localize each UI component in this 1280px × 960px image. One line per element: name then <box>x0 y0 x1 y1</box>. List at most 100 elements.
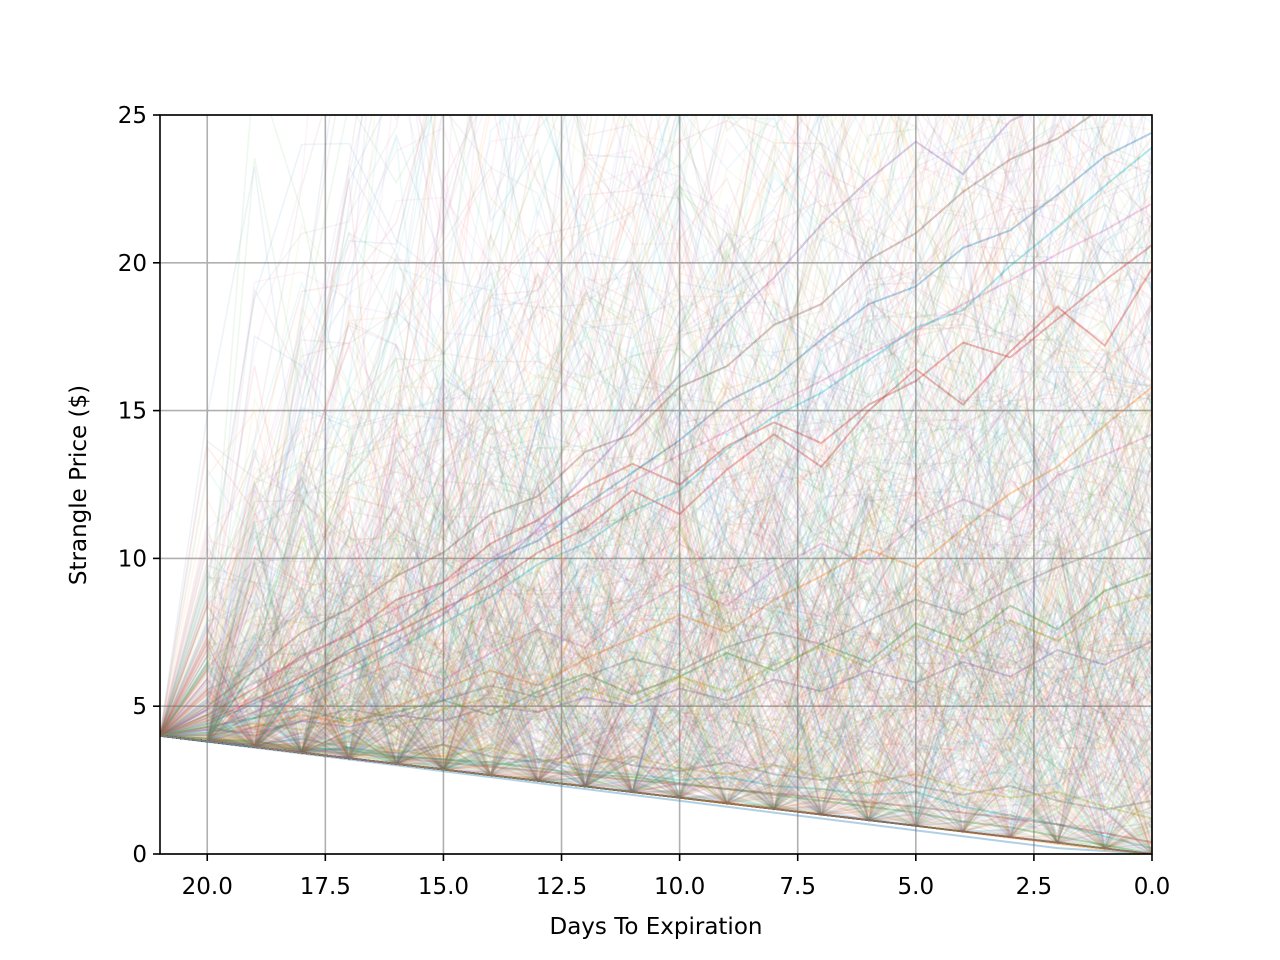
simulated-series-line <box>160 115 1033 777</box>
simulated-series-line <box>160 506 1152 816</box>
simulated-series-line <box>160 576 1152 844</box>
simulated-series-line <box>160 115 1080 771</box>
simulated-series-line <box>160 603 1152 782</box>
simulated-series-line <box>160 296 1152 799</box>
simulated-series-line <box>160 124 1152 760</box>
simulated-series-line <box>160 115 1152 751</box>
simulated-series-line <box>160 309 1152 743</box>
simulated-series-line <box>160 423 1152 783</box>
simulated-series-line <box>160 190 1152 765</box>
simulated-series-line <box>160 626 1152 854</box>
simulated-series-line <box>160 735 1152 850</box>
simulated-series-line <box>160 115 852 788</box>
simulated-series-line <box>160 637 1152 833</box>
simulated-series-line <box>160 259 1152 765</box>
simulated-series-line <box>160 348 1152 854</box>
simulated-series-line <box>160 478 1152 823</box>
simulated-series-line <box>160 115 812 737</box>
simulated-series-line <box>160 122 1152 788</box>
simulated-series-line <box>160 290 1152 743</box>
simulated-series-line <box>160 609 1152 844</box>
simulated-series-line <box>160 115 1048 743</box>
simulated-series-line <box>160 431 1152 854</box>
simulated-series-line <box>160 590 1152 802</box>
simulated-series-line <box>160 530 1152 854</box>
simulated-series-line <box>160 564 1152 771</box>
simulated-series-line <box>160 500 1152 839</box>
simulated-series-line <box>160 115 541 765</box>
simulated-series-line <box>160 555 1152 810</box>
simulated-series-line <box>160 379 1152 854</box>
simulated-series-line <box>160 598 1152 854</box>
simulated-series-line <box>160 401 1152 737</box>
simulated-series-line <box>160 594 1152 854</box>
simulated-series-line <box>160 115 1063 737</box>
simulated-series-line <box>160 514 1152 806</box>
simulated-series-line <box>160 115 903 766</box>
simulated-series-line <box>160 564 1152 854</box>
simulated-series-line <box>160 394 1152 854</box>
simulated-series-line <box>160 115 1025 766</box>
simulated-series-line <box>160 487 1152 815</box>
simulated-series-line <box>160 666 1152 810</box>
simulated-series-line <box>160 364 1152 743</box>
simulated-series-line <box>160 548 1152 810</box>
simulated-series-line <box>160 636 1152 854</box>
simulated-series-line <box>160 232 1152 810</box>
simulated-series-line <box>160 502 1152 748</box>
simulated-series-line <box>160 460 1152 850</box>
simulated-series-line <box>160 381 1152 822</box>
simulated-series-line <box>160 604 1152 822</box>
simulated-series-line <box>160 381 1152 846</box>
simulated-series-line <box>160 605 1152 836</box>
simulated-series-line <box>160 366 1152 783</box>
simulated-series-line <box>160 213 1152 827</box>
simulated-series-line <box>160 262 1152 833</box>
simulated-series-line <box>160 697 1152 850</box>
simulated-series-line <box>160 115 1152 777</box>
simulated-series-line <box>160 315 1152 737</box>
simulated-series-line <box>160 651 1152 844</box>
simulated-series-line <box>160 605 1152 854</box>
simulated-series-line <box>160 411 1152 737</box>
simulated-series-line <box>160 494 1152 769</box>
series-line <box>160 146 1152 737</box>
simulated-series-line <box>160 531 1152 810</box>
simulated-series-line <box>160 565 1152 840</box>
simulated-series-line <box>160 695 1152 838</box>
simulated-series-line <box>160 320 1152 850</box>
simulated-series-line <box>160 434 1152 854</box>
simulated-series-line <box>160 508 1152 760</box>
plot-frame <box>159 114 1153 855</box>
simulated-series-line <box>160 461 1152 737</box>
simulated-series-line <box>160 334 1152 782</box>
simulated-series-line <box>160 297 1152 854</box>
simulated-series-line <box>160 546 1152 816</box>
simulated-series-line <box>160 656 1152 844</box>
simulated-series-line <box>160 346 1152 810</box>
simulated-series-line <box>160 404 1152 822</box>
simulated-series-line <box>160 115 682 743</box>
simulated-series-line <box>160 467 1152 818</box>
simulated-series-line <box>160 399 1152 810</box>
simulated-series-line <box>160 115 1152 844</box>
simulated-series-line <box>160 568 1152 811</box>
simulated-series-line <box>160 115 503 743</box>
simulated-series-line <box>160 291 1152 849</box>
simulated-series-line <box>160 402 1152 754</box>
simulated-series-line <box>160 115 1152 737</box>
simulated-series-line <box>160 115 1152 737</box>
simulated-series-line <box>160 148 1152 780</box>
simulated-series-line <box>160 115 1144 754</box>
simulated-series-line <box>160 478 1152 782</box>
simulated-series-line <box>160 232 1152 755</box>
simulated-series-line <box>160 572 1152 850</box>
simulated-series-line <box>160 464 1152 810</box>
simulated-series-line <box>160 115 1076 762</box>
simulated-series-line <box>160 403 1152 834</box>
simulated-series-line <box>160 536 1152 838</box>
simulated-series-line <box>160 533 1152 838</box>
simulated-series-line <box>160 548 1152 788</box>
simulated-series-line <box>160 473 1152 805</box>
simulated-series-line <box>160 424 1152 822</box>
